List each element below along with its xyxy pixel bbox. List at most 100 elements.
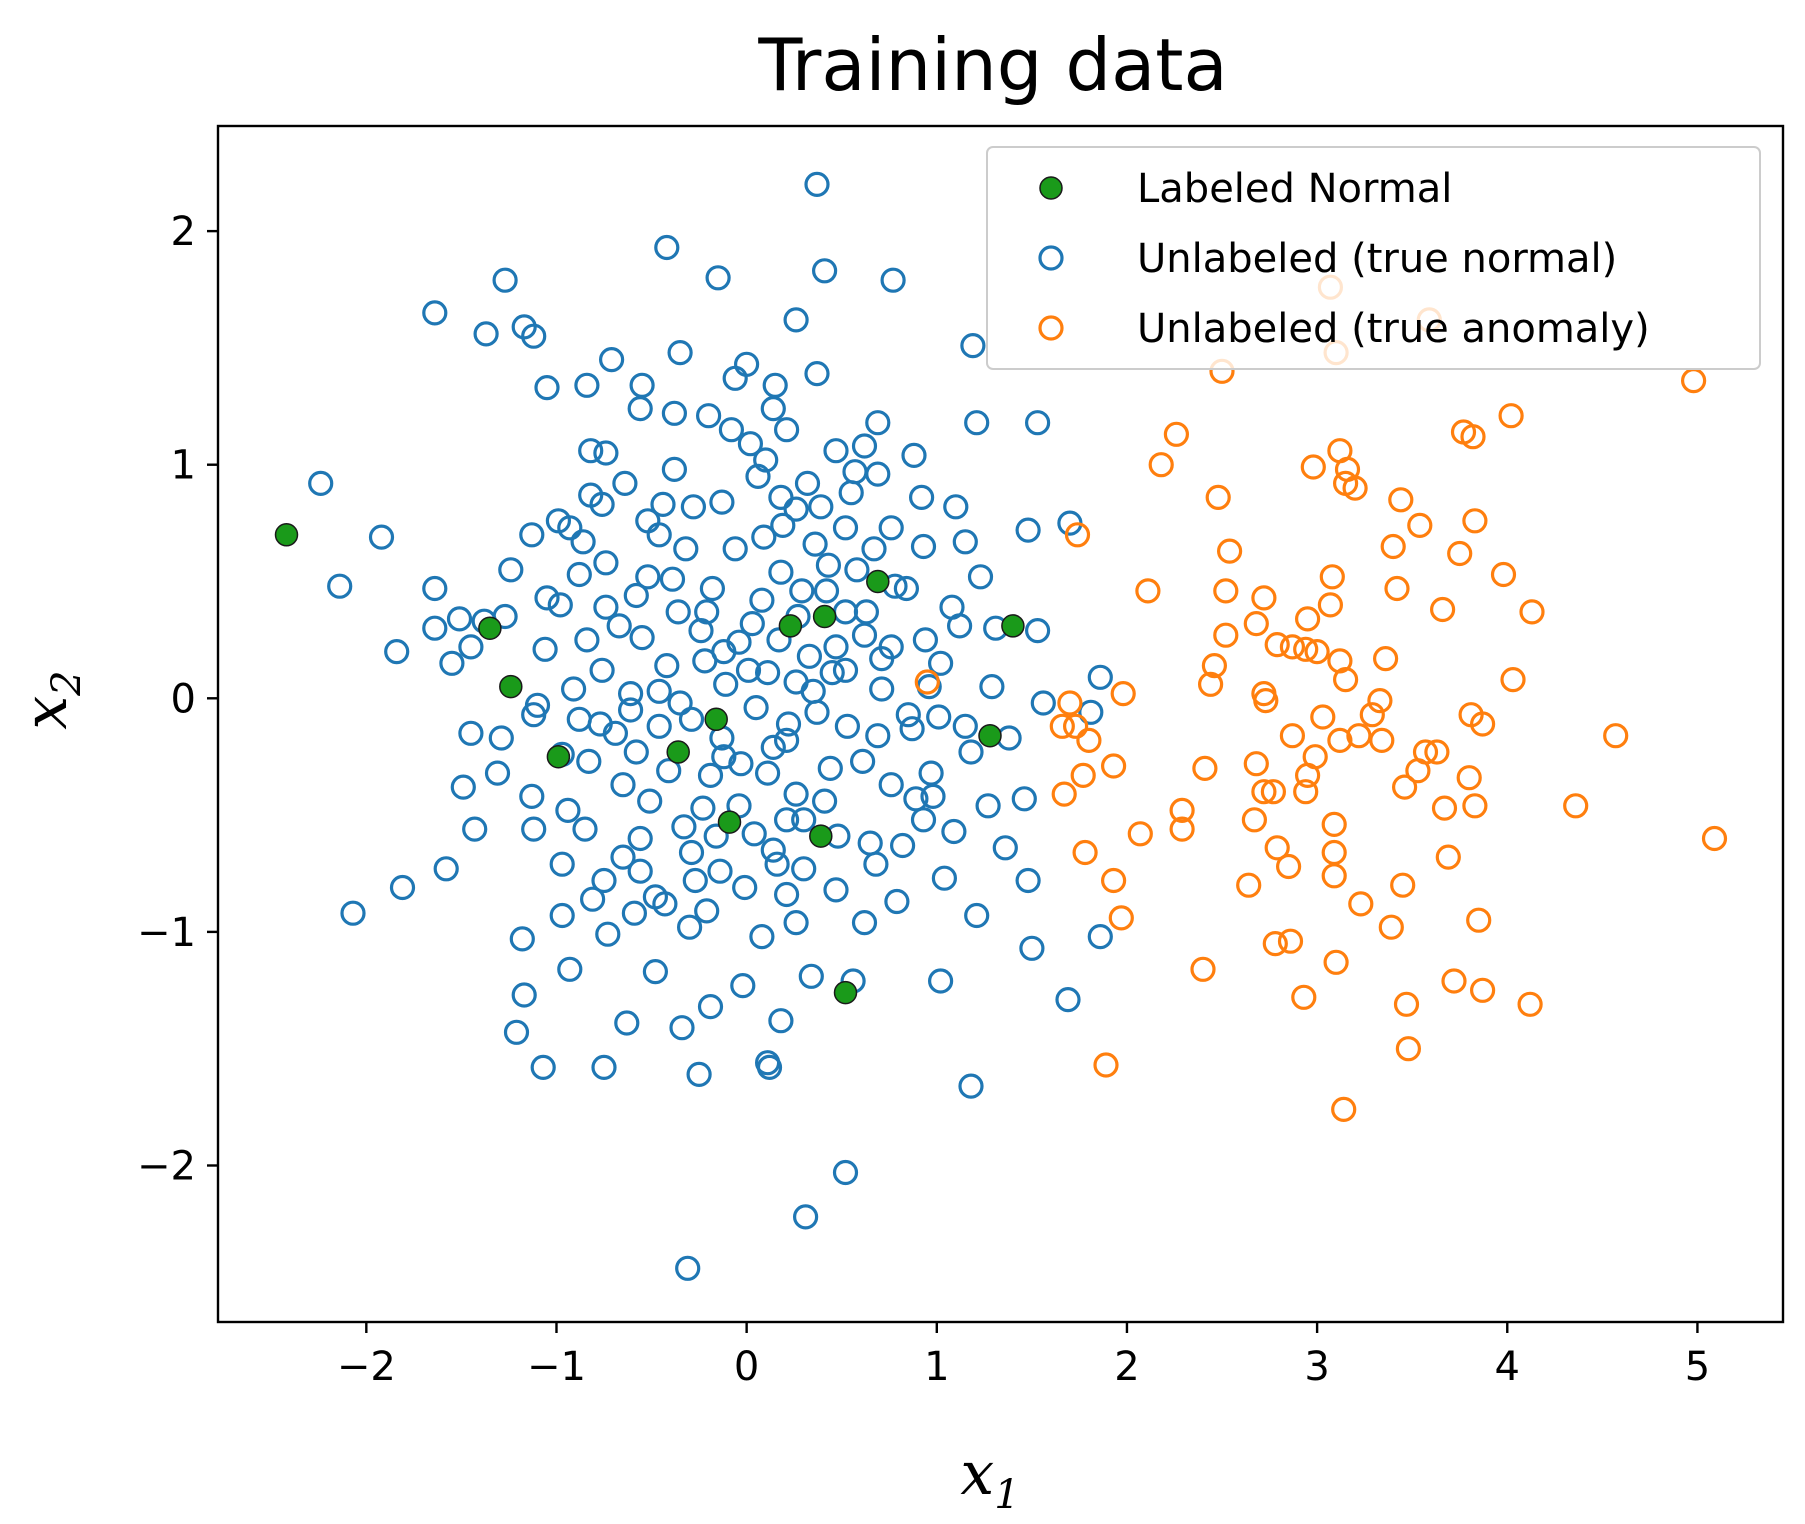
point-unlabeled-normal	[764, 851, 790, 877]
point-unlabeled-normal	[863, 851, 889, 877]
point-unlabeled-normal	[617, 697, 644, 723]
point-unlabeled-normal	[908, 484, 935, 510]
point-unlabeled-normal	[549, 902, 575, 929]
point-unlabeled-normal	[697, 762, 724, 789]
point-unlabeled-anomaly	[1380, 533, 1406, 560]
point-labeled-normal	[866, 569, 890, 594]
point-unlabeled-normal	[462, 816, 488, 842]
point-unlabeled-normal	[570, 529, 596, 555]
point-unlabeled-normal	[578, 438, 604, 464]
x-tick-label: 2	[1114, 1344, 1139, 1390]
point-unlabeled-normal	[749, 923, 775, 950]
point-unlabeled-anomaly	[1062, 713, 1089, 739]
x-tick-label: −2	[337, 1344, 396, 1390]
point-unlabeled-normal	[673, 536, 699, 562]
x-tick-label: 5	[1685, 1344, 1710, 1390]
point-unlabeled-normal	[574, 372, 600, 398]
point-unlabeled-normal	[783, 496, 809, 522]
point-labeled-normal	[666, 740, 690, 764]
point-unlabeled-normal	[661, 456, 688, 482]
point-unlabeled-normal	[964, 902, 990, 929]
point-unlabeled-normal	[775, 711, 802, 737]
point-unlabeled-anomaly	[1462, 508, 1488, 534]
point-unlabeled-normal	[705, 265, 731, 291]
point-unlabeled-normal	[711, 744, 737, 770]
point-unlabeled-anomaly	[1391, 774, 1418, 800]
point-unlabeled-normal	[768, 1008, 794, 1034]
point-unlabeled-normal	[1024, 410, 1051, 436]
point-unlabeled-anomaly	[1431, 795, 1458, 821]
point-unlabeled-normal	[521, 702, 547, 728]
point-unlabeled-anomaly	[1100, 867, 1127, 894]
point-unlabeled-normal	[967, 564, 994, 590]
point-labeled-normal	[274, 523, 299, 547]
point-unlabeled-normal	[811, 258, 838, 284]
point-unlabeled-normal	[884, 888, 910, 915]
point-labeled-normal	[978, 723, 1002, 748]
point-unlabeled-normal	[713, 671, 739, 697]
legend-label: Unlabeled (true anomaly)	[1137, 306, 1650, 352]
point-unlabeled-normal	[804, 699, 830, 725]
point-unlabeled-normal	[754, 760, 781, 786]
point-unlabeled-normal	[595, 921, 621, 947]
point-unlabeled-normal	[557, 956, 583, 982]
y-tick-label: 0	[171, 676, 196, 722]
point-unlabeled-normal	[572, 816, 598, 842]
point-unlabeled-normal	[617, 680, 644, 707]
point-unlabeled-normal	[722, 536, 748, 562]
point-unlabeled-normal	[756, 1054, 783, 1081]
point-unlabeled-normal	[692, 648, 718, 674]
point-unlabeled-normal	[591, 1054, 617, 1081]
point-unlabeled-anomaly	[1216, 538, 1243, 564]
point-unlabeled-anomaly	[1462, 793, 1488, 819]
point-unlabeled-normal	[549, 851, 575, 877]
point-unlabeled-normal	[861, 536, 887, 562]
point-unlabeled-anomaly	[1243, 610, 1269, 637]
point-unlabeled-anomaly	[1064, 522, 1091, 548]
point-unlabeled-normal	[893, 575, 920, 602]
point-unlabeled-anomaly	[1076, 727, 1102, 754]
point-unlabeled-anomaly	[1148, 452, 1174, 478]
point-unlabeled-normal	[804, 361, 830, 387]
point-unlabeled-normal	[340, 900, 366, 926]
point-unlabeled-normal	[792, 1204, 819, 1230]
point-unlabeled-normal	[1019, 935, 1045, 961]
point-labeled-normal	[778, 614, 803, 638]
point-unlabeled-normal	[743, 694, 769, 721]
point-unlabeled-normal	[709, 489, 735, 515]
point-unlabeled-anomaly	[1279, 634, 1306, 660]
point-unlabeled-anomaly	[1213, 578, 1239, 604]
point-unlabeled-normal	[642, 958, 669, 985]
point-unlabeled-normal	[521, 323, 547, 349]
point-unlabeled-normal	[842, 459, 868, 485]
point-unlabeled-normal	[979, 673, 1005, 700]
point-unlabeled-normal	[591, 867, 617, 894]
point-unlabeled-anomaly	[1323, 949, 1349, 975]
point-unlabeled-normal	[975, 793, 1001, 819]
point-unlabeled-normal	[579, 886, 606, 912]
point-unlabeled-normal	[728, 751, 754, 777]
x-tick-label: 1	[924, 1344, 949, 1390]
point-unlabeled-anomaly	[1279, 723, 1306, 749]
point-unlabeled-normal	[745, 463, 771, 489]
point-unlabeled-anomaly	[1332, 666, 1359, 693]
point-unlabeled-normal	[635, 564, 661, 590]
point-unlabeled-anomaly	[1456, 765, 1482, 791]
point-unlabeled-normal	[602, 720, 629, 746]
point-unlabeled-anomaly	[1441, 968, 1467, 994]
point-unlabeled-normal	[815, 552, 842, 578]
point-unlabeled-normal	[368, 524, 395, 550]
point-unlabeled-normal	[869, 645, 895, 672]
point-unlabeled-anomaly	[1070, 762, 1096, 789]
point-unlabeled-normal	[823, 634, 849, 660]
point-unlabeled-normal	[473, 321, 499, 347]
point-unlabeled-anomaly	[1378, 914, 1404, 940]
point-unlabeled-normal	[509, 926, 535, 952]
x-axis-label: x1	[960, 1439, 1019, 1518]
point-unlabeled-normal	[798, 963, 824, 989]
point-unlabeled-normal	[946, 613, 973, 639]
y-axis-label-main: x	[11, 696, 81, 730]
point-unlabeled-normal	[1015, 867, 1041, 894]
point-unlabeled-normal	[659, 566, 686, 592]
legend-label: Unlabeled (true normal)	[1137, 236, 1617, 282]
